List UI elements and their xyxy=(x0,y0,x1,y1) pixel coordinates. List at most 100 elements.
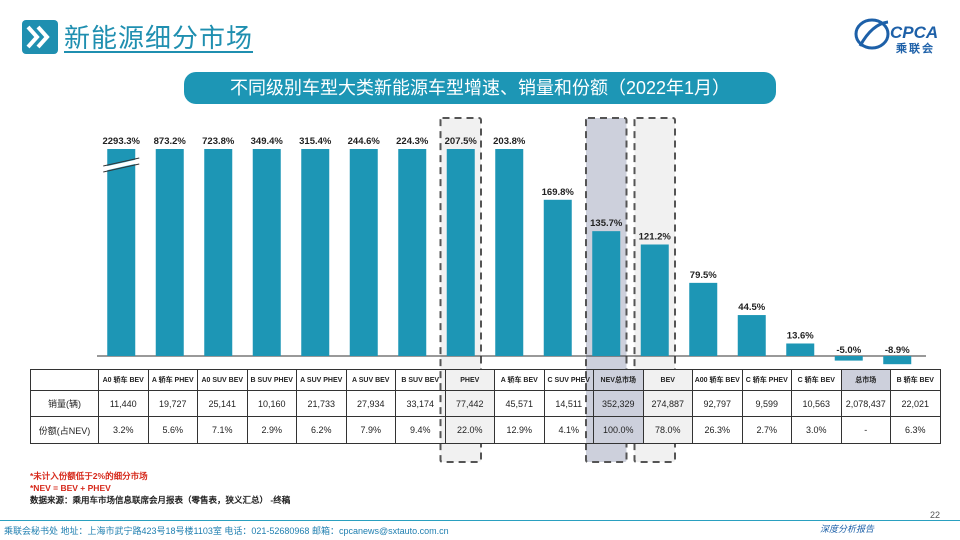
bar-value-label: 169.8% xyxy=(542,187,575,198)
bar xyxy=(349,149,378,356)
bar-value-label: -8.9% xyxy=(885,345,910,356)
bar xyxy=(204,149,233,356)
note-line: *NEV = BEV + PHEV xyxy=(30,483,111,493)
category-cell: C 轿车 BEV xyxy=(791,369,842,391)
bar xyxy=(786,343,815,356)
bar xyxy=(737,315,766,356)
bar xyxy=(398,149,427,356)
sales-cell: 27,934 xyxy=(345,390,396,417)
sales-cell: 14,511 xyxy=(543,390,594,417)
bar xyxy=(543,199,572,356)
bar-value-label: 79.5% xyxy=(690,270,717,281)
sales-cell: 92,797 xyxy=(692,390,743,417)
category-cell: B SUV BEV xyxy=(395,369,446,391)
table-corner-cell xyxy=(30,369,99,391)
axis-break-mark xyxy=(102,159,140,171)
page-number: 22 xyxy=(930,510,941,520)
share-cell: 5.6% xyxy=(147,416,198,444)
share-cell: 2.9% xyxy=(246,416,297,444)
sales-cell: 10,160 xyxy=(246,390,297,417)
sales-cell: 19,727 xyxy=(147,390,198,417)
bar-value-label: 315.4% xyxy=(299,136,332,147)
sales-cell: 25,141 xyxy=(197,390,248,417)
bar xyxy=(495,149,524,356)
share-cell: 6.2% xyxy=(296,416,347,444)
bar xyxy=(252,149,281,356)
footer-contact: 乘联会秘书处 地址：上海市武宁路423号18号楼1103室 电话：021-526… xyxy=(4,526,449,536)
bar-value-label: 135.7% xyxy=(590,218,623,229)
category-cell: A0 SUV BEV xyxy=(197,369,248,391)
bar-value-label: 13.6% xyxy=(787,330,814,341)
share-cell: 12.9% xyxy=(494,416,545,444)
bar-value-label: 873.2% xyxy=(154,136,187,147)
bar-value-label: 207.5% xyxy=(445,136,478,147)
share-cell: 3.2% xyxy=(98,416,149,444)
axis-break-mark xyxy=(103,163,140,173)
bar-value-label: 244.6% xyxy=(348,136,381,147)
share-cell: 2.7% xyxy=(741,416,792,444)
bar-value-label: 723.8% xyxy=(202,136,235,147)
report-signature: 深度分析报告 xyxy=(820,524,875,534)
chevron-arrow-icon xyxy=(22,20,58,54)
sales-cell: 22,021 xyxy=(890,390,941,417)
share-cell: 100.0% xyxy=(593,416,644,444)
share-cell: - xyxy=(840,416,891,444)
bar xyxy=(107,149,136,356)
category-cell: B 轿车 BEV xyxy=(890,369,941,391)
bar-value-label: 121.2% xyxy=(639,231,672,242)
source-note: 数据来源：乘用车市场信息联席会月报表（零售表，狭义汇总） -终稿 xyxy=(30,495,291,505)
category-cell: A00 轿车 BEV xyxy=(692,369,743,391)
category-cell: C SUV PHEV xyxy=(543,369,594,391)
category-cell: PHEV xyxy=(444,369,495,391)
footer-divider xyxy=(0,520,960,521)
bar xyxy=(301,149,330,356)
sales-cell: 9,599 xyxy=(741,390,792,417)
sales-cell: 77,442 xyxy=(444,390,495,417)
bar xyxy=(834,356,863,361)
category-cell: A SUV PHEV xyxy=(296,369,347,391)
share-cell: 78.0% xyxy=(642,416,693,444)
sales-share-table: A0 轿车 BEV A 轿车 PHEV A0 SUV BEV B SUV PHEV A … xyxy=(30,369,941,444)
category-cell: A0 轿车 BEV xyxy=(98,369,149,391)
share-cell: 6.3% xyxy=(890,416,941,444)
page-title: 新能源细分市场 xyxy=(64,23,254,53)
share-cell: 3.0% xyxy=(791,416,842,444)
category-cell: 总市场 xyxy=(840,369,891,391)
share-cell: 9.4% xyxy=(395,416,446,444)
category-cell: A 轿车 PHEV xyxy=(147,369,198,391)
row-header-share: 份额(占NEV) xyxy=(30,416,99,444)
category-cell: C 轿车 PHEV xyxy=(741,369,792,391)
sales-cell: 352,329 xyxy=(593,390,644,417)
sales-cell: 11,440 xyxy=(98,390,149,417)
sales-cell: 10,563 xyxy=(791,390,842,417)
share-cell: 22.0% xyxy=(444,416,495,444)
category-cell: A 轿车 BEV xyxy=(494,369,545,391)
sales-cell: 45,571 xyxy=(494,390,545,417)
share-cell: 26.3% xyxy=(692,416,743,444)
share-cell: 7.9% xyxy=(345,416,396,444)
chart-title-banner: 不同级别车型大类新能源车型增速、销量和份额（2022年1月） xyxy=(184,72,776,104)
category-cell: NEV总市场 xyxy=(593,369,644,391)
note-line: *未计入份额低于2%的细分市场 xyxy=(30,471,148,481)
category-cell: BEV xyxy=(642,369,693,391)
bar xyxy=(640,244,669,356)
category-cell: A SUV BEV xyxy=(345,369,396,391)
bar-value-label: 2293.3% xyxy=(102,136,140,147)
bar-value-label: 203.8% xyxy=(493,136,526,147)
sales-cell: 274,887 xyxy=(642,390,693,417)
bar xyxy=(883,356,912,365)
category-cell: B SUV PHEV xyxy=(246,369,297,391)
share-cell: 7.1% xyxy=(197,416,248,444)
cpca-logo: CPCA xyxy=(854,18,938,50)
sales-cell: 21,733 xyxy=(296,390,347,417)
bar xyxy=(155,149,184,356)
bar xyxy=(592,231,621,356)
logo-subtext: 乘联会 xyxy=(896,43,935,55)
bar-value-label: 44.5% xyxy=(738,302,765,313)
sales-cell: 33,174 xyxy=(395,390,446,417)
bar xyxy=(446,149,475,356)
bar-value-label: -5.0% xyxy=(836,345,861,356)
axis-break-mark xyxy=(103,157,140,167)
svg-text:CPCA: CPCA xyxy=(890,23,938,42)
sales-cell: 2,078,437 xyxy=(840,390,891,417)
